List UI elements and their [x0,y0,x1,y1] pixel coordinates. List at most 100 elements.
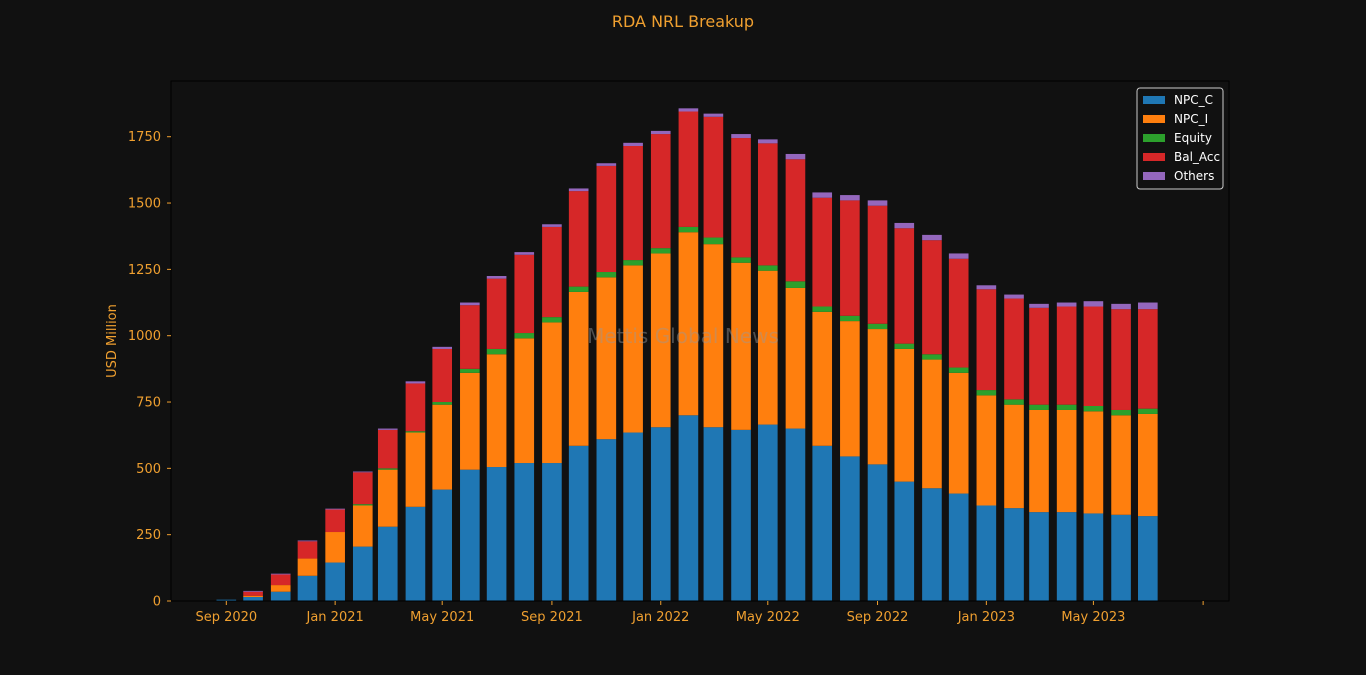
x-tick-label-2022-05-01: May 2022 [736,610,800,625]
bar-bal-acc-2023-05-01 [1083,306,1104,406]
bar-npc-i-2021-09-01 [542,322,562,464]
bar-npc-c-2021-03-01 [377,526,398,601]
bar-others-2021-05-01 [432,346,453,349]
bar-bal-acc-2023-03-01 [1029,307,1049,405]
bar-others-2021-01-01 [325,508,345,510]
chart-title: RDA NRL Breakup [612,12,754,31]
bar-npc-c-2022-12-01 [948,493,969,601]
bar-bal-acc-2021-01-01 [325,509,345,533]
bar-others-2021-04-01 [405,381,426,384]
bar-bal-acc-2021-10-01 [568,191,589,287]
bar-npc-c-2021-05-01 [432,489,453,601]
bar-equity-2021-12-01 [623,260,643,266]
bar-bal-acc-2021-09-01 [542,226,562,318]
bar-others-2022-12-01 [948,253,969,259]
bar-others-2020-10-01 [243,590,263,592]
bar-others-2021-10-01 [568,188,589,192]
bar-npc-c-2022-05-01 [757,424,778,601]
bar-others-2022-10-01 [894,222,915,229]
bar-npc-i-2021-01-01 [325,532,345,563]
bar-npc-c-2023-03-01 [1029,512,1049,601]
bar-equity-2021-07-01 [486,348,507,355]
bar-others-2021-11-01 [596,163,617,166]
bar-npc-c-2021-11-01 [596,439,617,601]
bar-npc-i-2020-10-01 [243,595,263,598]
bar-equity-2022-03-01 [703,237,724,245]
bar-equity-2022-08-01 [840,315,860,322]
legend-swatch-npc-c [1143,96,1165,104]
bar-equity-2021-06-01 [460,368,480,373]
bar-npc-c-2021-12-01 [623,432,643,601]
bar-npc-i-2021-07-01 [486,354,507,468]
bars-layer [216,108,1158,601]
bar-npc-c-2022-09-01 [867,464,888,601]
bar-others-2020-12-01 [297,540,318,542]
bar-bal-acc-2020-11-01 [270,574,291,586]
bar-bal-acc-2023-04-01 [1056,306,1077,405]
bar-npc-i-2021-11-01 [596,277,617,440]
bar-npc-c-2021-04-01 [405,506,426,601]
bar-bal-acc-2021-11-01 [596,165,617,273]
bar-bal-acc-2023-07-01 [1138,309,1158,409]
bar-npc-c-2022-08-01 [840,456,860,601]
bar-others-2023-06-01 [1111,303,1131,310]
bar-npc-i-2021-08-01 [514,338,535,464]
bar-npc-i-2020-12-01 [297,558,318,576]
bar-equity-2023-02-01 [1004,399,1024,405]
bar-others-2023-02-01 [1004,294,1024,299]
legend-label-bal-acc: Bal_Acc [1174,150,1220,164]
bar-npc-i-2023-02-01 [1004,404,1024,509]
bar-npc-i-2022-02-01 [678,232,699,416]
y-tick-label-250: 250 [136,528,161,543]
bar-npc-c-2023-01-01 [976,505,997,601]
bar-npc-i-2022-05-01 [757,270,778,425]
bar-equity-2022-11-01 [922,354,942,360]
bar-equity-2022-02-01 [678,226,699,233]
bar-others-2022-08-01 [840,195,860,201]
y-tick-label-750: 750 [136,396,161,411]
bar-equity-2022-07-01 [812,306,833,312]
bar-equity-2021-08-01 [514,333,535,339]
x-tick-label-2023-01-01: Jan 2023 [957,610,1015,625]
bar-npc-c-2023-02-01 [1004,508,1024,601]
bar-equity-2021-02-01 [352,504,373,506]
bar-bal-acc-2023-06-01 [1111,309,1131,410]
bar-npc-c-2021-08-01 [514,463,535,601]
bar-bal-acc-2020-10-01 [243,591,263,596]
bar-npc-i-2021-04-01 [405,432,426,507]
bar-npc-c-2023-04-01 [1056,512,1077,601]
bar-npc-c-2020-09-01 [216,599,237,601]
axes-layer: 0 250 500 750 1000 1250 1500 1750 Sep 2020 Jan 20… [128,81,1229,625]
bar-npc-i-2022-07-01 [812,311,833,446]
x-tick-label-2022-01-01: Jan 2022 [631,610,689,625]
bar-others-2022-01-01 [650,130,671,135]
bar-npc-i-2023-06-01 [1111,415,1131,515]
x-tick-label-2021-01-01: Jan 2021 [306,610,364,625]
bar-npc-i-2022-06-01 [785,287,806,429]
bar-npc-i-2021-12-01 [623,265,643,433]
bar-equity-2022-05-01 [757,265,778,271]
bar-bal-acc-2021-03-01 [377,429,398,469]
bar-npc-c-2022-10-01 [894,481,915,601]
bar-others-2023-07-01 [1138,302,1158,310]
bar-npc-c-2022-04-01 [731,429,751,601]
x-tick-label-2023-05-01: May 2023 [1061,610,1125,625]
bar-others-2022-06-01 [785,153,806,160]
bar-npc-i-2022-04-01 [731,262,751,430]
bar-equity-2022-10-01 [894,343,915,349]
bar-bal-acc-2022-07-01 [812,197,833,307]
bar-bal-acc-2021-07-01 [486,278,507,349]
bar-npc-i-2021-10-01 [568,291,589,446]
bar-npc-i-2023-04-01 [1056,409,1077,513]
bar-npc-i-2022-10-01 [894,348,915,482]
bar-bal-acc-2021-02-01 [352,472,373,505]
x-tick-label-2022-09-01: Sep 2022 [847,610,909,625]
bar-npc-i-2020-11-01 [270,585,291,592]
bar-others-2021-12-01 [623,142,643,146]
bar-others-2021-02-01 [352,471,373,473]
bar-npc-i-2022-12-01 [948,372,969,494]
legend-label-others: Others [1174,169,1214,183]
bar-others-2022-11-01 [922,234,942,241]
bar-bal-acc-2022-09-01 [867,205,888,324]
legend-swatch-npc-i [1143,115,1165,123]
